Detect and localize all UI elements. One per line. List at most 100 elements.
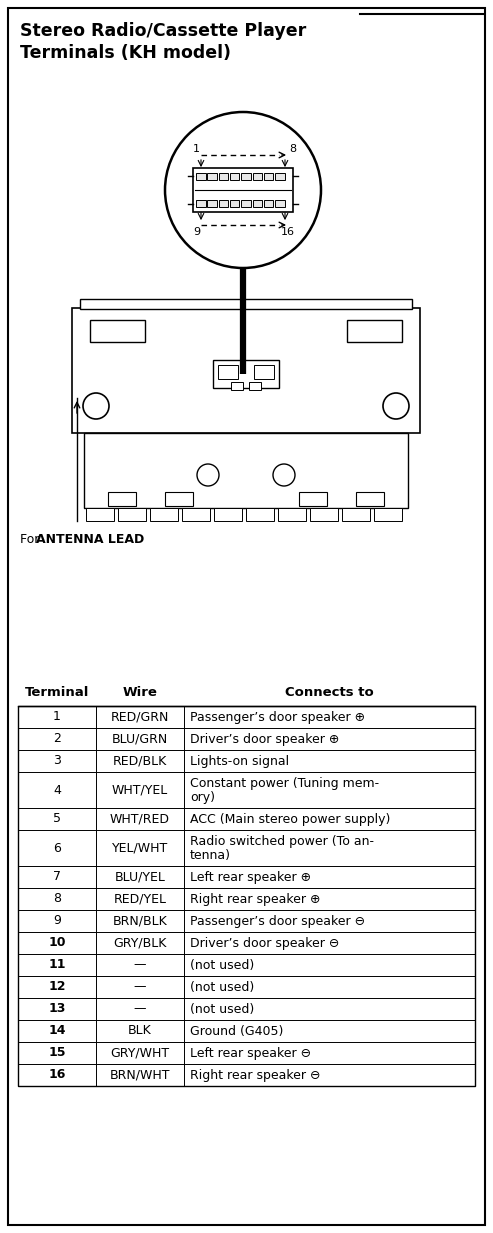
Bar [230,200,240,207]
Bar [218,365,238,379]
Bar [231,382,243,390]
Text: tenna): tenna) [190,850,231,863]
Text: (not used): (not used) [190,1002,254,1016]
Text: 9: 9 [193,227,200,237]
Text: —: — [134,1002,146,1016]
Text: 2: 2 [53,732,61,746]
Text: For: For [20,533,43,546]
Text: BLU/YEL: BLU/YEL [114,870,166,884]
Bar [165,492,193,506]
Text: WHT/YEL: WHT/YEL [112,783,168,797]
Bar [246,508,274,522]
Text: Stereo Radio/Cassette Player: Stereo Radio/Cassette Player [20,22,306,39]
Bar [252,173,262,180]
Bar [84,433,408,508]
Text: RED/GRN: RED/GRN [111,710,169,724]
Text: ACC (Main stereo power supply): ACC (Main stereo power supply) [190,813,390,826]
Bar [310,508,338,522]
Text: Lights-on signal: Lights-on signal [190,755,289,767]
Bar [278,508,306,522]
Bar [214,508,242,522]
Text: 1: 1 [53,710,61,724]
Bar [72,308,420,433]
Text: Terminal: Terminal [25,687,89,699]
Text: WHT/RED: WHT/RED [110,813,170,826]
Text: Radio switched power (To an-: Radio switched power (To an- [190,835,374,847]
Bar [193,168,293,212]
Bar [241,173,251,180]
Bar [80,298,412,309]
Text: RED/BLK: RED/BLK [113,755,167,767]
Bar [356,492,384,506]
Text: 13: 13 [48,1002,66,1016]
Bar [18,707,475,1086]
Text: —: — [134,980,146,994]
Bar [275,200,284,207]
Text: Wire: Wire [123,687,157,699]
Bar [150,508,178,522]
Text: 14: 14 [48,1025,66,1037]
Text: 8: 8 [289,144,296,154]
Bar [207,200,217,207]
Text: Constant power (Tuning mem-: Constant power (Tuning mem- [190,777,379,789]
Text: ory): ory) [190,792,215,804]
Text: BRN/BLK: BRN/BLK [112,915,168,927]
Text: 5: 5 [53,813,61,826]
Text: 10: 10 [48,937,66,949]
Bar [182,508,210,522]
Text: YEL/WHT: YEL/WHT [112,841,168,854]
Text: 1: 1 [193,144,200,154]
Bar [249,382,261,390]
Bar [374,508,402,522]
Bar [196,200,206,207]
Text: Ground (G405): Ground (G405) [190,1025,283,1037]
Bar [86,508,114,522]
Text: BLK: BLK [128,1025,152,1037]
Text: —: — [134,958,146,972]
Text: Terminals (KH model): Terminals (KH model) [20,44,231,62]
Text: 3: 3 [53,755,61,767]
Bar [241,200,251,207]
Bar [90,321,145,342]
Bar [213,360,279,388]
Text: 11: 11 [48,958,66,972]
Text: Connects to: Connects to [285,687,374,699]
Bar [230,173,240,180]
Text: 7: 7 [53,870,61,884]
Text: Left rear speaker ⊖: Left rear speaker ⊖ [190,1047,311,1059]
Text: 8: 8 [53,893,61,905]
Bar [108,492,136,506]
Text: Right rear speaker ⊖: Right rear speaker ⊖ [190,1069,320,1081]
Bar [218,200,228,207]
Text: Right rear speaker ⊕: Right rear speaker ⊕ [190,893,320,905]
Bar [196,173,206,180]
Bar [254,365,274,379]
Bar [118,508,146,522]
Text: BLU/GRN: BLU/GRN [112,732,168,746]
Text: Driver’s door speaker ⊕: Driver’s door speaker ⊕ [190,732,339,746]
Bar [207,173,217,180]
Text: (not used): (not used) [190,980,254,994]
Text: 6: 6 [53,841,61,854]
Bar [299,492,327,506]
Bar [264,200,273,207]
Text: Driver’s door speaker ⊖: Driver’s door speaker ⊖ [190,937,339,949]
Text: (not used): (not used) [190,958,254,972]
Text: BRN/WHT: BRN/WHT [110,1069,170,1081]
Text: Passenger’s door speaker ⊕: Passenger’s door speaker ⊕ [190,710,365,724]
Bar [252,200,262,207]
Bar [264,173,273,180]
Text: ANTENNA LEAD: ANTENNA LEAD [36,533,144,546]
Bar [218,173,228,180]
Bar [275,173,284,180]
Text: GRY/WHT: GRY/WHT [110,1047,170,1059]
Text: 9: 9 [53,915,61,927]
Text: 12: 12 [48,980,66,994]
Text: Passenger’s door speaker ⊖: Passenger’s door speaker ⊖ [190,915,365,927]
Text: 15: 15 [48,1047,66,1059]
Text: 16: 16 [281,227,295,237]
Bar [342,508,370,522]
Text: RED/YEL: RED/YEL [113,893,167,905]
Text: Left rear speaker ⊕: Left rear speaker ⊕ [190,870,311,884]
Text: 16: 16 [48,1069,66,1081]
